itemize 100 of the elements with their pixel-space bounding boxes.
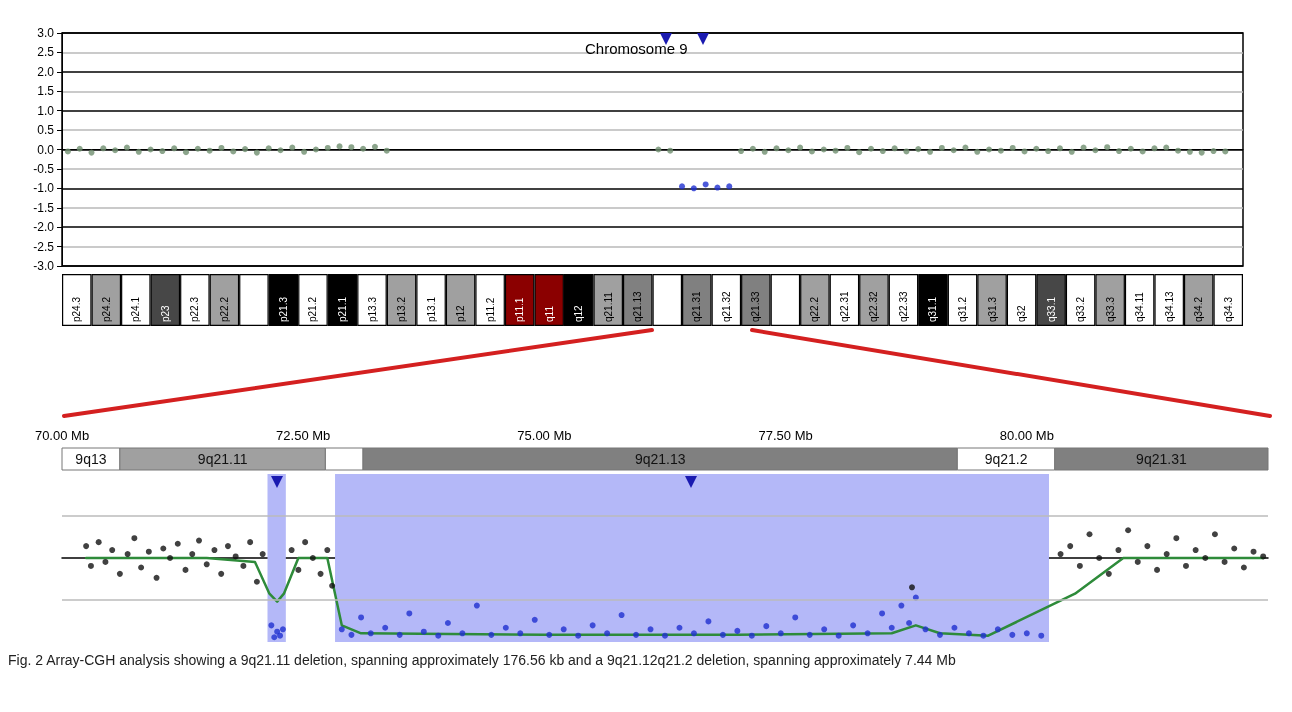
point	[382, 624, 389, 631]
point	[1183, 562, 1189, 569]
x-tick-label: p21.1	[336, 296, 348, 322]
x-tick-label: q21.11	[602, 291, 614, 322]
y-tick-label: 1.0	[37, 103, 55, 118]
point	[517, 630, 524, 637]
point	[1173, 535, 1180, 542]
point	[604, 630, 611, 637]
point	[420, 628, 427, 635]
y-tick-label: 0.0	[37, 142, 55, 157]
point	[240, 562, 247, 569]
x-tick-label: p11.2	[484, 297, 496, 322]
point	[1105, 570, 1112, 577]
point	[124, 551, 131, 558]
point	[1115, 547, 1122, 554]
point	[575, 632, 582, 639]
point	[1240, 564, 1247, 571]
point	[259, 551, 266, 558]
point	[274, 628, 281, 635]
x-tick-label: q34.3	[1222, 296, 1234, 322]
point	[763, 623, 770, 630]
x-tick-label: q34.2	[1193, 296, 1205, 322]
x-tick-label: q31.3	[986, 296, 998, 322]
point	[531, 616, 538, 623]
point	[1192, 547, 1199, 554]
point	[109, 547, 116, 554]
x-tick-label: q22.33	[897, 290, 909, 322]
series-label: 9q13	[75, 451, 107, 467]
y-tick-label: 2.5	[37, 45, 55, 60]
point	[87, 562, 94, 569]
x-tick-label: p13.2	[396, 296, 408, 322]
point	[253, 578, 260, 585]
x-tick-label: q33.2	[1075, 296, 1087, 322]
point	[1023, 630, 1030, 637]
point	[864, 630, 871, 637]
point	[906, 619, 913, 626]
point	[309, 555, 316, 561]
y-tick-label: -2.5	[33, 239, 55, 254]
x-tick-label: q32	[1016, 304, 1028, 322]
point	[211, 547, 218, 554]
point	[662, 632, 668, 639]
point	[980, 632, 987, 639]
point	[1221, 558, 1228, 565]
x-tick-label: q31.2	[957, 296, 969, 322]
point	[167, 555, 174, 561]
y-tick-label: -0.5	[33, 161, 55, 176]
x-tick-label: q22.2	[809, 296, 821, 322]
x-tick-label: p11.1	[514, 297, 526, 322]
point	[1096, 555, 1103, 561]
y-tick-label: 0.5	[37, 123, 55, 138]
point	[145, 548, 152, 555]
x-tick-label: p22.2	[218, 296, 230, 322]
x-tick-label: q12	[573, 304, 585, 322]
x-tick-label: p22.3	[189, 296, 201, 322]
point	[279, 626, 286, 633]
point	[589, 622, 596, 629]
x-tick-label: p13.1	[425, 296, 437, 322]
x-tick-label: p21.2	[307, 296, 319, 322]
y-tick-label: 1.5	[37, 84, 55, 99]
point	[560, 626, 567, 633]
point	[338, 626, 345, 633]
point	[277, 632, 284, 639]
point	[1067, 543, 1074, 550]
point	[271, 634, 278, 641]
point	[1076, 562, 1083, 569]
x-tick-label: q33.3	[1104, 296, 1116, 322]
x-tick-label: p12	[455, 304, 467, 322]
point	[705, 618, 712, 625]
caption: Fig. 2 Array-CGH analysis showing a 9q21.11 deletion, spanning approximately 176.56 kb and a 9q21.12q21.2 deletion, spanning approximately 7.44 Mb	[8, 652, 956, 668]
point	[302, 539, 309, 546]
point	[196, 537, 202, 544]
x-tick-label: q11	[543, 305, 555, 322]
x-tick-label: p24.3	[71, 296, 83, 322]
point	[1202, 555, 1209, 561]
series-label: 9q21.2	[984, 451, 1028, 467]
point	[1038, 632, 1045, 639]
point	[502, 624, 509, 631]
x-tick-label: 70.00 Mb	[34, 428, 90, 443]
x-tick-label: q34.11	[1134, 291, 1146, 322]
point	[898, 602, 905, 609]
point	[203, 561, 210, 568]
point	[288, 547, 295, 554]
point	[358, 614, 365, 621]
point	[435, 632, 442, 639]
point	[850, 622, 857, 629]
y-tick-label: -1.5	[33, 200, 55, 215]
point	[153, 574, 160, 581]
x-tick-label: q22.32	[868, 290, 880, 322]
point	[268, 622, 275, 629]
point	[888, 624, 895, 631]
point	[1086, 531, 1093, 538]
point	[396, 631, 403, 638]
point	[224, 543, 231, 550]
x-tick-label: p21.3	[277, 296, 289, 322]
point	[182, 566, 189, 573]
series-label: 9q21.31	[1136, 451, 1187, 467]
x-tick-label: 77.50 Mb	[758, 428, 813, 443]
point	[218, 570, 225, 577]
point	[618, 612, 625, 619]
point	[951, 624, 958, 631]
